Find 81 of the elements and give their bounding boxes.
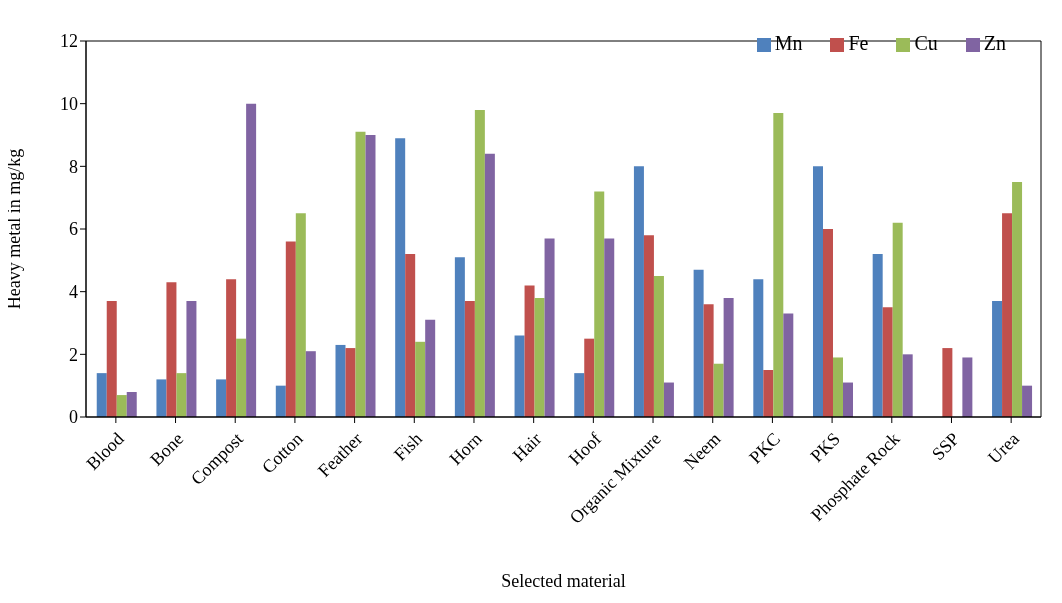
bar	[226, 279, 237, 417]
bar	[524, 285, 535, 417]
y-tick-label: 12	[60, 31, 78, 52]
bar	[1012, 182, 1023, 417]
bar	[176, 373, 187, 417]
bar	[812, 166, 823, 417]
bar	[365, 135, 376, 417]
bar	[832, 357, 843, 417]
bar	[474, 109, 485, 417]
bar	[305, 351, 316, 417]
bar	[345, 348, 356, 417]
bar	[663, 382, 674, 417]
bar	[544, 238, 555, 417]
bar	[723, 297, 734, 417]
bar	[892, 222, 903, 417]
bar	[822, 229, 833, 417]
bar	[882, 307, 893, 417]
x-tick-label: Fish	[389, 428, 427, 465]
bar	[355, 131, 366, 417]
bar	[872, 254, 883, 417]
y-tick-label: 0	[69, 407, 78, 428]
bar	[703, 304, 714, 417]
bar	[464, 301, 475, 417]
bar	[584, 338, 595, 417]
legend-label: Mn	[774, 32, 803, 54]
bar	[594, 191, 605, 417]
bar	[842, 382, 853, 417]
y-tick-label: 8	[69, 156, 78, 177]
bar	[783, 313, 794, 417]
bar	[156, 379, 167, 417]
bar	[1022, 385, 1033, 417]
bar	[454, 257, 465, 417]
bar	[902, 354, 913, 417]
bar	[693, 269, 704, 417]
bar	[763, 370, 774, 417]
bar	[295, 213, 306, 417]
bar	[604, 238, 615, 417]
bar	[216, 379, 227, 417]
bar	[415, 341, 426, 417]
x-axis-title: Selected material	[501, 571, 626, 591]
y-axis-title: Heavy metal in mg/kg	[4, 148, 25, 310]
bar	[962, 357, 973, 417]
bar	[96, 373, 107, 417]
bar	[285, 241, 296, 417]
bar	[1002, 213, 1013, 417]
bar	[942, 348, 953, 417]
bar	[643, 235, 654, 417]
bar	[514, 335, 525, 417]
legend-label: Cu	[914, 32, 938, 54]
x-tick-label: Horn	[445, 428, 486, 469]
bar	[126, 391, 137, 417]
bar	[484, 153, 495, 417]
bar	[425, 319, 436, 417]
legend-label: Zn	[983, 32, 1006, 54]
bar	[405, 254, 416, 417]
bar	[395, 138, 406, 417]
y-tick-label: 6	[69, 219, 78, 240]
x-tick-label: Hair	[508, 428, 546, 466]
bar	[773, 113, 784, 417]
bar	[106, 301, 117, 417]
bar	[633, 166, 644, 417]
bar	[335, 344, 346, 417]
y-tick-label: 10	[60, 94, 78, 115]
x-tick-label: SSP	[927, 428, 964, 464]
bar	[713, 363, 724, 417]
x-tick-label: PKS	[806, 428, 844, 467]
y-tick-label: 2	[69, 344, 78, 365]
bar	[275, 385, 286, 417]
bar	[166, 282, 177, 417]
bar	[574, 373, 585, 417]
bar	[534, 297, 545, 417]
x-tick-label: Urea	[984, 428, 1023, 468]
bar	[753, 279, 764, 417]
bar	[236, 338, 247, 417]
bar	[653, 276, 664, 417]
legend-label: Fe	[848, 32, 869, 54]
y-tick-label: 4	[69, 282, 78, 303]
bar	[246, 103, 257, 417]
bar	[186, 301, 197, 417]
bar	[992, 301, 1003, 417]
bar	[116, 395, 127, 417]
